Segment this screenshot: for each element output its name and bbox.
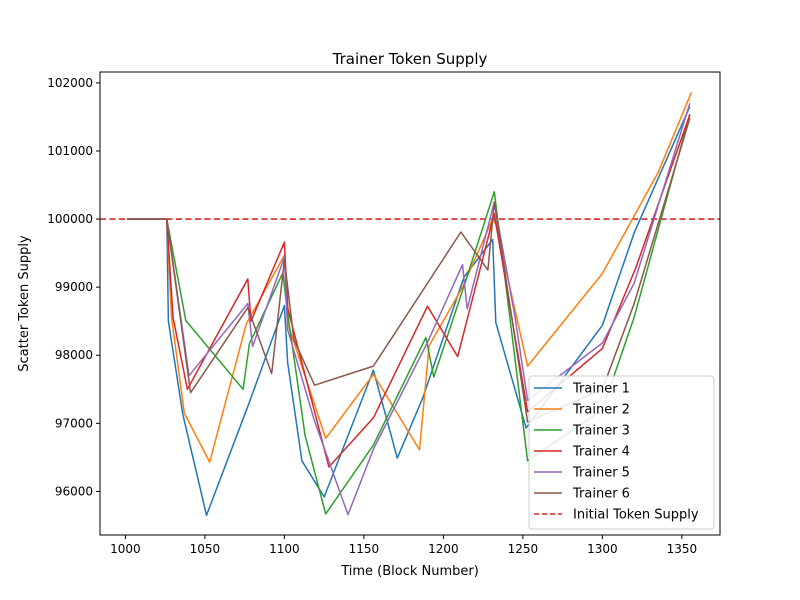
legend-label: Trainer 6 — [572, 487, 630, 502]
x-axis-label: Time (Block Number) — [340, 564, 479, 579]
y-tick-label: 99000 — [55, 280, 93, 294]
chart-title: Trainer Token Supply — [332, 50, 488, 68]
x-tick-label: 1150 — [349, 542, 380, 556]
legend-label: Initial Token Supply — [573, 508, 699, 523]
y-axis-label: Scatter Token Supply — [17, 235, 32, 372]
x-tick-label: 1300 — [587, 542, 618, 556]
y-tick-label: 100000 — [47, 212, 93, 226]
legend-label: Trainer 4 — [572, 445, 630, 460]
y-tick-label: 97000 — [55, 416, 93, 430]
legend-label: Trainer 3 — [572, 424, 630, 439]
legend: Trainer 1 Trainer 2 Trainer 3 Trainer 4 Trai… — [528, 375, 715, 530]
x-tick-label: 1250 — [508, 542, 539, 556]
legend-label: Trainer 5 — [572, 466, 630, 481]
legend-box — [528, 375, 715, 530]
y-tick-label: 96000 — [55, 484, 93, 498]
x-tick-label: 1350 — [667, 542, 698, 556]
ticks: 1000 1050 1100 1150 1200 1250 1300 1350 96000 970… — [47, 76, 697, 556]
x-tick-label: 1050 — [190, 542, 221, 556]
series-line-trainer-1 — [127, 106, 691, 517]
legend-label: Trainer 1 — [572, 382, 630, 397]
y-tick-label: 102000 — [47, 76, 93, 90]
y-tick-label: 98000 — [55, 348, 93, 362]
legend-label: Trainer 2 — [572, 403, 630, 418]
series-line-trainer-2 — [127, 92, 693, 463]
x-tick-label: 1000 — [110, 542, 141, 556]
plot-frame — [99, 71, 721, 536]
x-tick-label: 1200 — [428, 542, 459, 556]
series-line-trainer-5 — [127, 103, 691, 516]
x-tick-label: 1100 — [269, 542, 300, 556]
y-tick-label: 101000 — [47, 144, 93, 158]
